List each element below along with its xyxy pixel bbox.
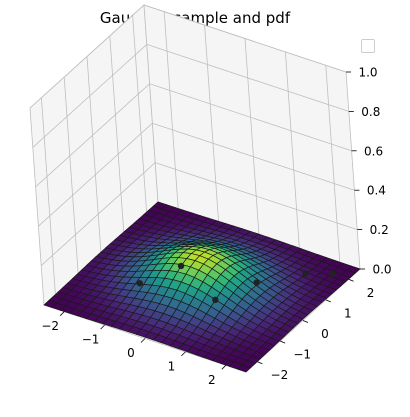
ticks-layer: −2 −1 0 1 2 −2 −1 0 1 2 0.0 0.2 0.4 0.6 0.8 1.0 xyxy=(41,66,391,387)
sample-point xyxy=(212,296,219,304)
gridline-wall-y xyxy=(132,15,147,213)
x-tick-label: −2 xyxy=(41,319,59,333)
y-tick-mark xyxy=(257,361,263,365)
y-tick-label: 0 xyxy=(321,327,329,341)
z-tick-label: 0.0 xyxy=(372,263,391,277)
gridline-wall-x xyxy=(244,38,260,236)
sample-point xyxy=(253,279,260,286)
z-tick-label: 0.8 xyxy=(361,105,380,119)
x-tick-mark xyxy=(140,338,146,343)
x-tick-label: 0 xyxy=(127,346,135,360)
gridline-wall-y xyxy=(109,35,125,233)
surface-layer xyxy=(43,201,361,373)
gridline-wall-z xyxy=(29,4,145,109)
y-tick-mark xyxy=(348,278,354,282)
y-tick-label: 1 xyxy=(344,306,352,320)
x-tick-label: −1 xyxy=(82,333,100,347)
surface-patch xyxy=(236,364,252,373)
y-tick-mark xyxy=(302,320,309,323)
gridline-wall-z xyxy=(32,44,148,148)
gridline-wall-x xyxy=(285,51,300,249)
gridline-wall-y xyxy=(41,97,56,295)
gridline-wall-x xyxy=(325,65,341,263)
x-tick-mark xyxy=(221,365,227,370)
gridline-wall-z xyxy=(155,162,358,230)
z-tick-label: 0.6 xyxy=(364,144,383,158)
z-tick-label: 0.2 xyxy=(370,223,389,237)
z-tick-label: 0.4 xyxy=(367,184,386,198)
y-tick-mark xyxy=(280,340,286,344)
gridline-wall-z xyxy=(146,44,349,112)
gridline-wall-y xyxy=(63,77,79,275)
x-tick-mark xyxy=(59,311,65,316)
sample-point xyxy=(177,262,185,270)
y-tick-label: −1 xyxy=(293,348,311,362)
gridline-wall-z xyxy=(35,83,150,188)
points-layer xyxy=(136,262,336,304)
sample-point xyxy=(302,270,309,277)
sample-point xyxy=(329,270,336,278)
sample-point xyxy=(136,280,144,287)
gridline-wall-z xyxy=(149,83,352,152)
gridline-wall-x xyxy=(204,25,219,223)
gridline-wall-z xyxy=(152,122,355,191)
y-tick-label: 2 xyxy=(367,286,375,300)
gridline-wall-z xyxy=(143,4,347,73)
x-tick-mark xyxy=(100,324,105,330)
x-tick-mark xyxy=(181,351,186,357)
y-tick-label: −2 xyxy=(271,368,289,382)
gridline-wall-y xyxy=(86,56,102,254)
x-tick-label: 2 xyxy=(208,373,216,387)
y-tick-mark xyxy=(325,299,331,303)
gridline-wall-x xyxy=(163,11,179,209)
gridline-wall-z xyxy=(40,162,156,266)
z-tick-label: 1.0 xyxy=(358,66,377,80)
legend-box xyxy=(361,39,375,53)
x-tick-label: 1 xyxy=(168,359,176,373)
gridline-wall-z xyxy=(38,122,153,227)
